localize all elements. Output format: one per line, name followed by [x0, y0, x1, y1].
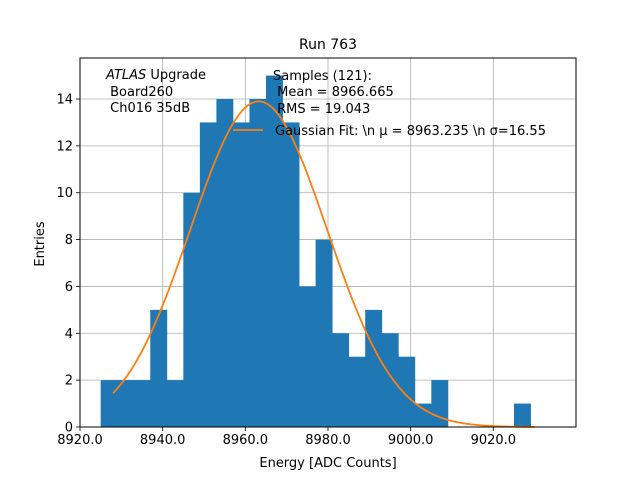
y-tick-label: 12	[56, 139, 73, 154]
legend-rms-line: RMS = 19.043	[273, 102, 370, 117]
histogram-bar	[183, 192, 201, 427]
y-tick-label: 14	[56, 93, 73, 108]
y-tick-label: 8	[65, 233, 73, 248]
histogram-bar	[315, 239, 333, 427]
legend-mean-line: Mean = 8966.665	[273, 85, 394, 100]
histogram-bar	[332, 333, 350, 427]
annotation-upgrade-text: Upgrade	[146, 68, 206, 83]
histogram-bar	[299, 286, 316, 427]
ticks-layer: 8920.0 8940.0 8960.0 8980.0 9000.0 9020.0 0 2 4 6…	[56, 93, 516, 449]
histogram-bar	[381, 333, 399, 427]
histogram-bar	[150, 309, 168, 427]
x-tick-label: 9020.0	[471, 433, 517, 448]
histogram-bar	[216, 99, 234, 427]
x-tick-label: 9000.0	[388, 433, 434, 448]
histogram-bar	[514, 403, 531, 427]
fit-layer	[112, 100, 535, 428]
annotation-line-2: Board260	[106, 85, 173, 100]
annotation-line-3: Ch016 35dB	[106, 101, 190, 116]
histogram-bar	[365, 309, 383, 427]
histogram-bar	[133, 380, 151, 427]
histogram-bar	[249, 99, 267, 427]
histogram-bar	[398, 356, 416, 427]
gaussian-fit-curve	[112, 100, 535, 428]
x-axis-label: Energy [ADC Counts]	[259, 456, 396, 471]
annotation-atlas-text: ATLAS	[105, 68, 146, 83]
histogram-bar	[100, 380, 118, 427]
histogram-bar	[282, 122, 300, 427]
histogram-bar	[348, 356, 366, 427]
y-tick-label: 6	[65, 280, 73, 295]
histogram-bar	[199, 122, 217, 427]
bars-layer	[100, 75, 531, 428]
histogram-bar	[232, 122, 250, 427]
x-tick-label: 8960.0	[223, 433, 269, 448]
y-tick-label: 0	[65, 421, 73, 436]
histogram-bar	[414, 403, 432, 427]
histogram-bar	[266, 75, 283, 428]
legend: Samples (121): Mean = 8966.665 RMS = 19.…	[233, 69, 546, 139]
x-tick-label: 8980.0	[305, 433, 351, 448]
x-tick-label: 8920.0	[57, 433, 103, 448]
legend-fit-label: Gaussian Fit: \n μ = 8963.235 \n σ=16.55	[275, 124, 546, 139]
y-tick-label: 10	[56, 186, 73, 201]
histogram-bar	[166, 380, 184, 427]
atlas-annotation: ATLAS Upgrade Board260 Ch016 35dB	[105, 68, 206, 116]
x-tick-label: 8940.0	[140, 433, 186, 448]
chart-title: Run 763	[299, 37, 357, 53]
legend-samples-line: Samples (121):	[273, 69, 372, 84]
annotation-line-1: ATLAS Upgrade	[105, 68, 206, 83]
y-axis-label: Entries	[33, 221, 48, 267]
histogram-bar	[117, 380, 135, 427]
y-tick-label: 2	[65, 374, 73, 389]
y-tick-label: 4	[65, 327, 73, 342]
grid-layer	[79, 58, 576, 428]
